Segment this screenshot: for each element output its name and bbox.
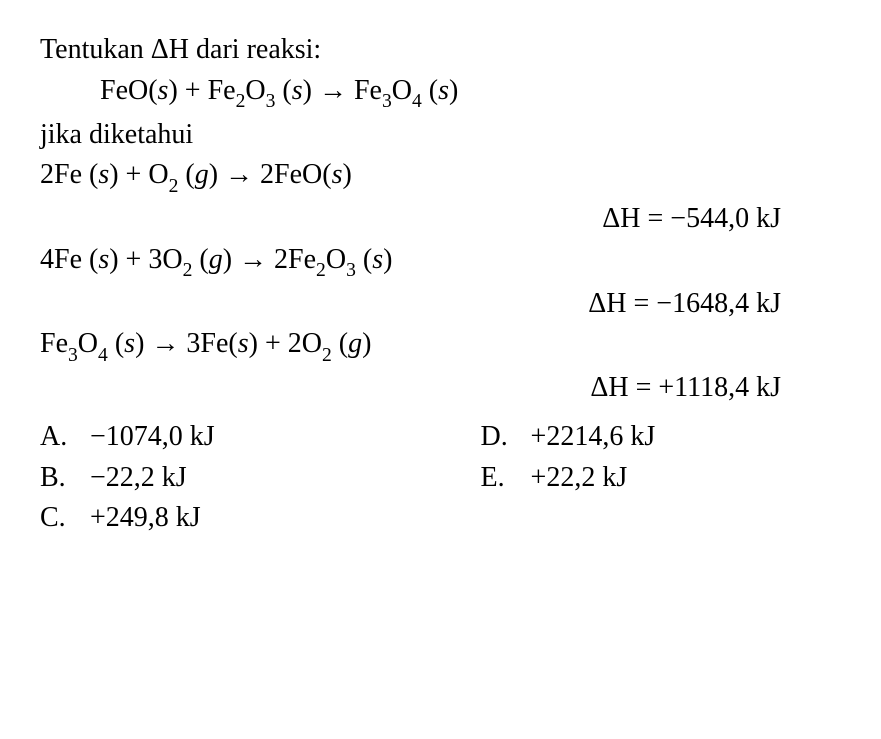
option-value: +2214,6 kJ — [531, 417, 656, 458]
option-letter: B. — [40, 458, 90, 499]
option-e: E. +22,2 kJ — [481, 458, 841, 499]
main-reaction: FeO(s) + Fe2O3 (s) → Fe3O4 (s) — [40, 71, 841, 115]
reaction-3-dh: ΔH = +1118,4 kJ — [40, 368, 841, 409]
given-label: jika diketahui — [40, 115, 841, 156]
option-value: −1074,0 kJ — [90, 417, 215, 458]
option-value: +22,2 kJ — [531, 458, 628, 499]
option-value: +249,8 kJ — [90, 498, 201, 539]
option-letter: E. — [481, 458, 531, 499]
option-letter: A. — [40, 417, 90, 458]
options-right-col: D. +2214,6 kJ E. +22,2 kJ — [481, 417, 841, 539]
option-letter: D. — [481, 417, 531, 458]
option-a: A. −1074,0 kJ — [40, 417, 481, 458]
reaction-1: 2Fe (s) + O2 (g) → 2FeO(s) — [40, 155, 841, 199]
options-left-col: A. −1074,0 kJ B. −22,2 kJ C. +249,8 kJ — [40, 417, 481, 539]
prompt-pre: Tentukan — [40, 34, 151, 65]
option-d: D. +2214,6 kJ — [481, 417, 841, 458]
option-c: C. +249,8 kJ — [40, 498, 481, 539]
delta-h-symbol: ΔH — [151, 34, 189, 65]
reaction-2-dh: ΔH = −1648,4 kJ — [40, 284, 841, 325]
option-value: −22,2 kJ — [90, 458, 187, 499]
reaction-2: 4Fe (s) + 3O2 (g) → 2Fe2O3 (s) — [40, 240, 841, 284]
reaction-3: Fe3O4 (s) → 3Fe(s) + 2O2 (g) — [40, 324, 841, 368]
prompt-post: dari reaksi: — [189, 34, 321, 65]
option-b: B. −22,2 kJ — [40, 458, 481, 499]
reaction-1-dh: ΔH = −544,0 kJ — [40, 199, 841, 240]
answer-options: A. −1074,0 kJ B. −22,2 kJ C. +249,8 kJ D… — [40, 417, 841, 539]
question-prompt: Tentukan ΔH dari reaksi: — [40, 30, 841, 71]
option-letter: C. — [40, 498, 90, 539]
